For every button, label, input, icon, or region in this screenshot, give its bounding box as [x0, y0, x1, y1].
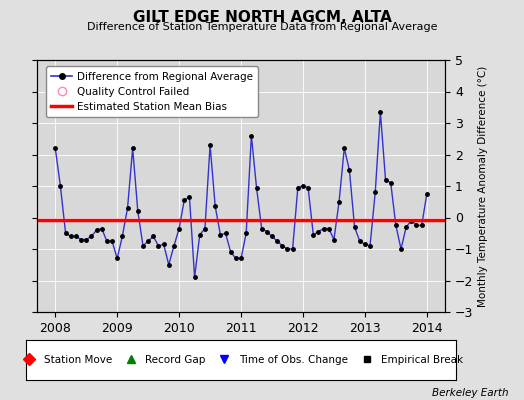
Text: Difference of Station Temperature Data from Regional Average: Difference of Station Temperature Data f… — [87, 22, 437, 32]
Y-axis label: Monthly Temperature Anomaly Difference (°C): Monthly Temperature Anomaly Difference (… — [478, 65, 488, 307]
Legend: Difference from Regional Average, Quality Control Failed, Estimated Station Mean: Difference from Regional Average, Qualit… — [46, 66, 258, 117]
Text: GILT EDGE NORTH AGCM, ALTA: GILT EDGE NORTH AGCM, ALTA — [133, 10, 391, 25]
Legend: Station Move, Record Gap, Time of Obs. Change, Empirical Break: Station Move, Record Gap, Time of Obs. C… — [15, 351, 467, 369]
Text: Berkeley Earth: Berkeley Earth — [432, 388, 508, 398]
